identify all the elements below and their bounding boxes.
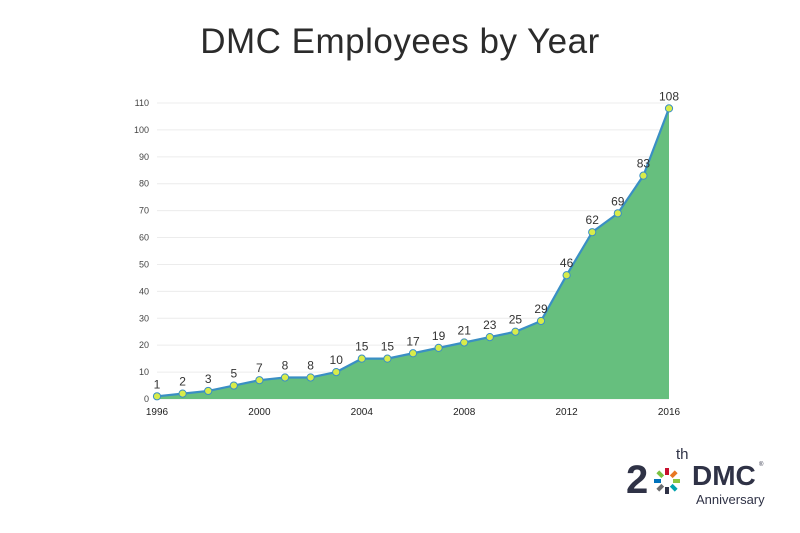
data-label: 17 xyxy=(406,334,420,348)
data-point xyxy=(357,354,366,363)
data-point xyxy=(485,333,494,342)
data-point xyxy=(588,228,597,237)
x-tick-label: 2004 xyxy=(351,407,374,418)
x-tick-label: 2016 xyxy=(658,407,681,418)
data-label: 69 xyxy=(611,194,625,208)
data-point xyxy=(152,392,162,401)
y-tick-label: 90 xyxy=(139,152,149,162)
data-point xyxy=(511,327,520,336)
data-label: 5 xyxy=(230,367,237,381)
data-point xyxy=(280,373,290,382)
data-label: 15 xyxy=(381,340,395,354)
x-tick-label: 2012 xyxy=(555,407,578,418)
chart-title: DMC Employees by Year xyxy=(200,22,600,61)
logo-number: 2 xyxy=(626,458,649,502)
logo-superscript: th xyxy=(676,446,689,463)
data-label: 1 xyxy=(154,377,161,391)
x-tick-label: 1996 xyxy=(146,407,169,418)
data-point xyxy=(255,376,264,385)
y-tick-label: 30 xyxy=(139,313,149,323)
logo-ring-icon xyxy=(654,468,680,494)
y-tick-label: 80 xyxy=(139,179,149,189)
area-fill xyxy=(157,108,669,399)
logo-subtitle: Anniversary xyxy=(696,492,765,507)
data-point xyxy=(408,349,418,358)
y-tick-label: 70 xyxy=(139,206,149,216)
data-label: 7 xyxy=(256,361,263,375)
data-label: 25 xyxy=(509,313,523,327)
data-label: 2 xyxy=(179,375,186,389)
data-point xyxy=(332,367,341,377)
data-point xyxy=(434,343,443,352)
data-point xyxy=(562,271,571,280)
data-point xyxy=(536,316,546,326)
data-label: 3 xyxy=(205,372,212,386)
data-point xyxy=(178,389,187,398)
data-label: 15 xyxy=(355,340,369,354)
y-tick-label: 110 xyxy=(135,98,149,108)
y-tick-label: 40 xyxy=(139,286,149,296)
data-point xyxy=(306,373,315,382)
y-tick-label: 0 xyxy=(144,394,149,404)
data-point xyxy=(613,209,622,218)
anniversary-logo: 2 th DMC ® Anniversary xyxy=(624,446,784,516)
data-points xyxy=(152,104,674,401)
y-tick-label: 60 xyxy=(139,233,149,243)
y-tick-label: 20 xyxy=(139,340,149,350)
data-label: 8 xyxy=(282,358,289,372)
x-tick-label: 2000 xyxy=(248,407,271,418)
data-point xyxy=(383,354,392,363)
data-point xyxy=(204,386,213,396)
data-label: 8 xyxy=(307,358,314,372)
y-tick-label: 10 xyxy=(139,367,149,377)
data-label: 46 xyxy=(560,256,574,270)
data-label: 19 xyxy=(432,329,446,343)
y-tick-label: 50 xyxy=(139,259,149,269)
data-point xyxy=(229,381,238,390)
data-label: 21 xyxy=(458,323,472,337)
logo-brand: DMC xyxy=(692,460,756,491)
logo-registered-mark: ® xyxy=(759,462,764,468)
data-point xyxy=(664,104,674,113)
data-label: 83 xyxy=(637,157,651,171)
x-tick-label: 2008 xyxy=(453,407,476,418)
data-label: 108 xyxy=(659,89,679,103)
data-label: 62 xyxy=(586,213,600,227)
data-label: 29 xyxy=(534,302,548,316)
data-label: 10 xyxy=(330,353,344,367)
y-tick-label: 100 xyxy=(134,125,149,135)
data-point xyxy=(639,171,648,180)
data-label: 23 xyxy=(483,318,497,332)
data-point xyxy=(460,338,469,347)
